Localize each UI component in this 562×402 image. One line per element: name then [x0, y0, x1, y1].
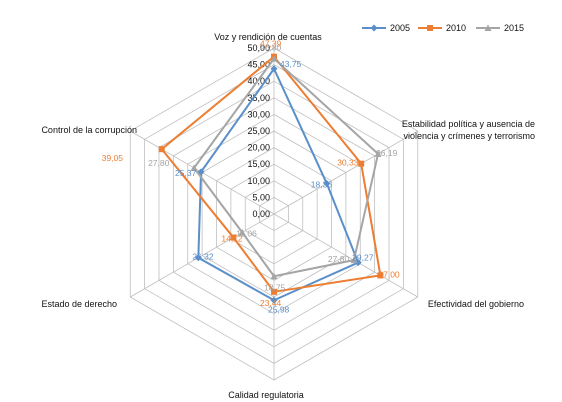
data-label: 23,44 — [260, 298, 282, 308]
data-label: 18,75 — [264, 282, 286, 292]
data-point-marker — [270, 272, 278, 280]
grid-spoke — [130, 213, 275, 298]
legend-marker — [370, 24, 378, 32]
radial-tick-label: 40,00 — [247, 76, 270, 86]
data-point-marker — [270, 55, 278, 62]
radial-tick-label: 15,00 — [247, 159, 270, 169]
data-label: 36,19 — [376, 148, 398, 158]
data-label: 47,39 — [260, 39, 282, 49]
radar-grid — [129, 47, 419, 381]
legend-label: 2010 — [446, 23, 466, 33]
category-labels: Voz y rendición de cuentas Estabilidad po… — [41, 32, 535, 400]
category-label: Voz y rendición de cuentas — [214, 32, 322, 42]
radial-tick-label: 20,00 — [247, 143, 270, 153]
grid-spoke — [273, 130, 418, 215]
category-label: Estabilidad política y ausencia de violen… — [402, 119, 535, 141]
radial-tick-label: 10,00 — [247, 176, 270, 186]
data-point-marker — [377, 272, 384, 279]
radial-tick-label: 50,00 — [247, 43, 270, 53]
data-label: 26,32 — [192, 252, 214, 262]
data-point-marker — [323, 180, 331, 188]
data-point-marker — [238, 228, 246, 236]
data-label: 25,37 — [175, 168, 197, 178]
grid-spoke — [273, 213, 418, 298]
data-label: 27,80 — [328, 254, 350, 264]
legend-item-2010: 2010 — [418, 23, 466, 33]
radial-tick-labels: 0,00 5,00 10,00 15,00 20,00 25,00 30,00 35,00 40… — [247, 43, 270, 219]
radial-tick-label: 0,00 — [252, 209, 270, 219]
category-label: Calidad regulatoria — [228, 390, 304, 400]
radial-tick-label: 25,00 — [247, 126, 270, 136]
data-label: 27,80 — [148, 158, 170, 168]
category-label: Control de la corrupción — [41, 125, 137, 135]
radial-tick-label: 30,00 — [247, 109, 270, 119]
data-point-marker — [194, 254, 202, 262]
data-label: 39,05 — [102, 153, 124, 163]
data-point-marker — [190, 164, 198, 171]
data-point-marker — [158, 146, 165, 153]
series-2015 — [190, 55, 382, 280]
data-point-marker — [354, 259, 362, 267]
data-label: 25,98 — [268, 304, 290, 314]
data-point-marker — [374, 150, 382, 157]
radial-tick-label: 5,00 — [252, 192, 270, 202]
data-point-marker — [358, 160, 365, 167]
legend: 2005 2010 2015 — [362, 23, 524, 33]
category-label: Efectividad del gobierno — [428, 299, 524, 309]
data-point-marker — [230, 234, 237, 241]
data-label: 46,80 — [260, 43, 282, 53]
data-label: 14,12 — [221, 233, 243, 243]
data-labels: 43,75 18,36 29,27 25,98 26,32 25,37 47,39 30,33… — [102, 39, 400, 315]
legend-marker — [427, 25, 433, 31]
series-lines — [158, 53, 384, 304]
data-label: 18,36 — [311, 180, 333, 190]
data-point-marker — [270, 296, 278, 304]
legend-label: 2005 — [390, 23, 410, 33]
radial-tick-label: 45,00 — [247, 60, 270, 70]
data-label: 29,27 — [352, 253, 374, 263]
legend-item-2015: 2015 — [476, 23, 524, 33]
data-label: 11,06 — [236, 228, 257, 238]
data-label: 43,75 — [280, 59, 302, 69]
legend-label: 2015 — [504, 23, 524, 33]
legend-marker — [484, 24, 492, 31]
radial-tick-label: 35,00 — [247, 93, 270, 103]
data-point-marker — [271, 288, 277, 295]
data-point-marker — [350, 256, 358, 264]
series-2005 — [194, 65, 362, 304]
category-label: Estado de derecho — [41, 299, 117, 309]
data-label: 37,00 — [378, 269, 400, 279]
legend-item-2005: 2005 — [362, 23, 410, 33]
data-point-marker — [270, 65, 278, 73]
data-label: 30,33 — [337, 158, 359, 168]
